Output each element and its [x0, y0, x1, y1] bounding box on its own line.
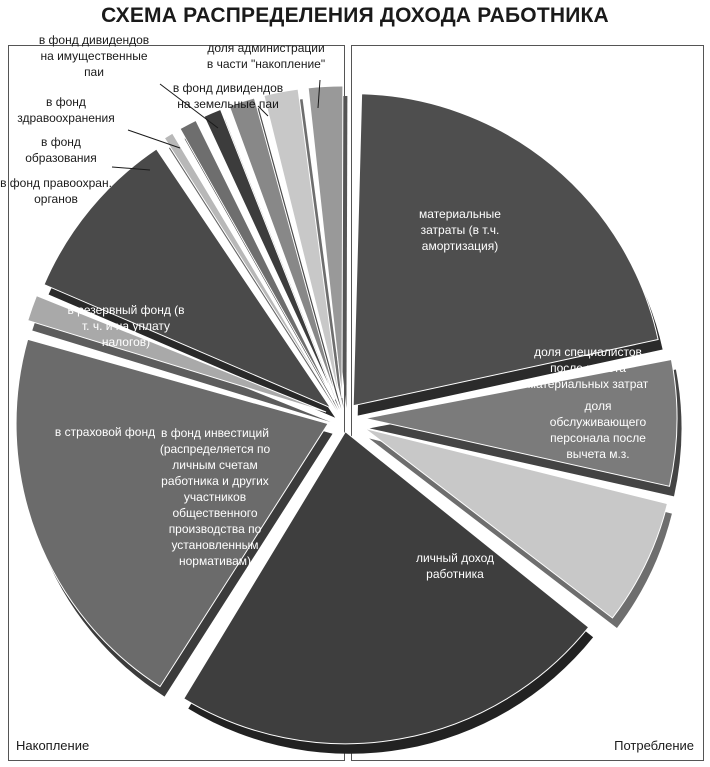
slice-label-4: в фонд инвестиций (распределяется по личны…: [160, 426, 271, 568]
consumption-caption: Потребление: [614, 738, 694, 753]
slice-9: [203, 108, 336, 400]
label-layer: материальные затраты (в т.ч. амортизация) д…: [0, 33, 649, 581]
slice-label-10: в фонд дивидендов на имущественные паи: [39, 33, 149, 79]
leader-line-12: [317, 79, 321, 109]
slice-label-12: доля администрации в части "накопление": [207, 41, 325, 71]
slice-3: [183, 431, 590, 745]
slice-label-3: личный доход работника: [416, 551, 494, 581]
slice-layer: [15, 85, 678, 745]
leader-line-10: [159, 83, 219, 129]
slice-label-7: в фонд правоохран. органов: [0, 176, 112, 206]
slice-4: [15, 338, 329, 688]
slice-11: [263, 88, 340, 399]
consumption-panel: [351, 45, 704, 761]
slice-label-8: в фонд образования: [25, 135, 97, 165]
slice-10: [228, 97, 338, 400]
slice-12: [307, 85, 344, 399]
slice-8: [179, 119, 335, 401]
accumulation-panel: [8, 45, 345, 761]
slice-label-0: материальные затраты (в т.ч. амортизация): [419, 207, 501, 253]
slice-label-1: доля специалистов после вычета материальны…: [528, 345, 649, 391]
slice-label-2: доля обслуживающего персонала после вычета …: [550, 399, 647, 461]
slice-2: [364, 427, 669, 619]
slice-label-11: в фонд дивидендов на земельные паи: [173, 81, 283, 111]
leader-line-9: [127, 129, 181, 149]
chart-title: СХЕМА РАСПРЕДЕЛЕНИЯ ДОХОДА РАБОТНИКА: [101, 4, 609, 27]
slice-label-6: в резервный фонд (в т. ч. и на уплату нало…: [67, 303, 184, 349]
leader-line-8: [111, 166, 151, 171]
slice-0: [352, 93, 659, 407]
slice-6: [43, 148, 333, 409]
slice-label-9: в фонд здравоохранения: [17, 95, 115, 125]
slice-7: [163, 132, 333, 402]
slice-label-5: в страховой фонд: [55, 425, 155, 439]
accumulation-caption: Накопление: [16, 738, 90, 753]
slice-1: [364, 358, 678, 487]
slice-5: [27, 294, 327, 413]
leader-line-11: [257, 105, 269, 117]
